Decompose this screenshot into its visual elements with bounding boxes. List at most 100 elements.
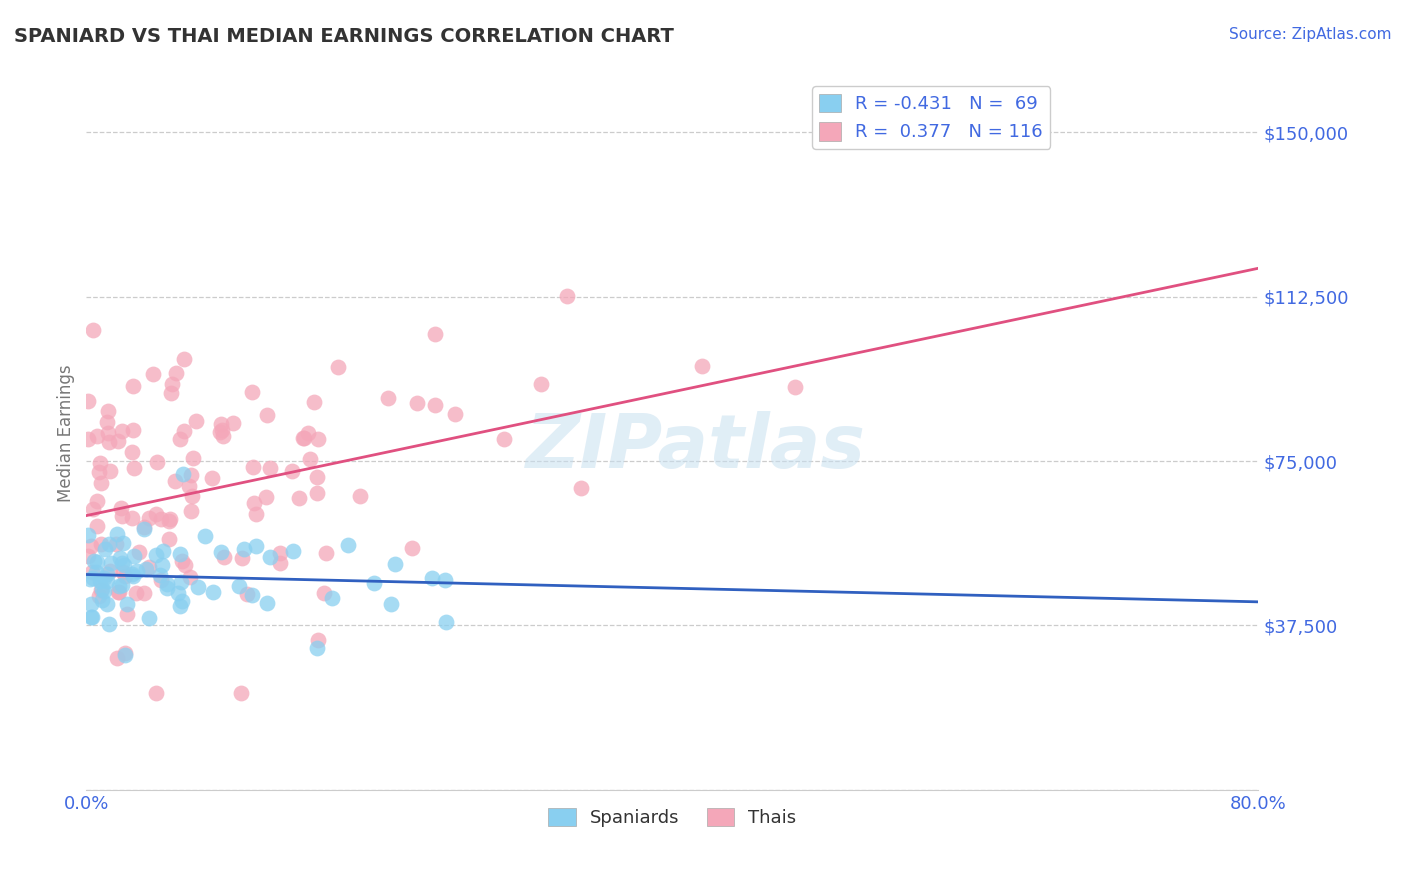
Point	[80, 610, 103, 624]
Point	[111, 424, 134, 438]
Point	[231, 686, 253, 700]
Point	[281, 543, 304, 558]
Point	[86, 494, 108, 508]
Point	[243, 496, 266, 510]
Point	[179, 570, 201, 584]
Point	[530, 377, 553, 392]
Point	[557, 288, 579, 302]
Point	[384, 557, 406, 571]
Point	[86, 555, 108, 569]
Point	[145, 686, 167, 700]
Point	[79, 572, 101, 586]
Point	[112, 536, 135, 550]
Point	[209, 417, 232, 431]
Point	[110, 556, 132, 570]
Point	[423, 398, 446, 412]
Point	[145, 548, 167, 562]
Point	[97, 616, 120, 631]
Point	[82, 323, 104, 337]
Point	[111, 508, 134, 523]
Point	[242, 459, 264, 474]
Point	[89, 456, 111, 470]
Point	[96, 567, 118, 582]
Point	[494, 433, 516, 447]
Point	[122, 378, 145, 392]
Point	[93, 571, 115, 585]
Text: Source: ZipAtlas.com: Source: ZipAtlas.com	[1229, 27, 1392, 42]
Point	[97, 425, 120, 440]
Point	[433, 574, 456, 588]
Point	[321, 591, 343, 606]
Point	[114, 646, 136, 660]
Point	[259, 461, 281, 475]
Point	[181, 451, 204, 466]
Point	[98, 434, 121, 449]
Point	[98, 464, 121, 478]
Point	[108, 585, 131, 599]
Point	[90, 537, 112, 551]
Point	[121, 510, 143, 524]
Point	[100, 556, 122, 570]
Point	[245, 507, 267, 521]
Point	[132, 585, 155, 599]
Point	[179, 479, 201, 493]
Point	[80, 597, 103, 611]
Point	[201, 584, 224, 599]
Point	[307, 640, 329, 655]
Point	[107, 584, 129, 599]
Point	[90, 593, 112, 607]
Point	[193, 529, 215, 543]
Point	[434, 615, 457, 629]
Point	[114, 569, 136, 583]
Point	[242, 588, 264, 602]
Point	[105, 536, 128, 550]
Point	[292, 431, 315, 445]
Point	[100, 564, 122, 578]
Point	[96, 415, 118, 429]
Point	[121, 566, 143, 581]
Point	[326, 360, 349, 375]
Point	[179, 504, 201, 518]
Point	[115, 597, 138, 611]
Point	[186, 414, 208, 428]
Point	[112, 558, 135, 573]
Point	[108, 551, 131, 566]
Point	[209, 545, 232, 559]
Point	[138, 560, 160, 574]
Point	[377, 392, 399, 406]
Point	[211, 429, 233, 443]
Point	[82, 502, 104, 516]
Point	[211, 423, 233, 437]
Point	[256, 596, 278, 610]
Point	[90, 475, 112, 490]
Point	[307, 632, 329, 647]
Point	[157, 514, 180, 528]
Point	[172, 467, 194, 481]
Point	[236, 587, 259, 601]
Point	[82, 610, 104, 624]
Point	[121, 445, 143, 459]
Point	[111, 578, 134, 592]
Point	[297, 425, 319, 440]
Point	[134, 522, 156, 536]
Point	[160, 385, 183, 400]
Point	[281, 464, 304, 478]
Text: SPANIARD VS THAI MEDIAN EARNINGS CORRELATION CHART: SPANIARD VS THAI MEDIAN EARNINGS CORRELA…	[14, 27, 673, 45]
Legend: Spaniards, Thais: Spaniards, Thais	[541, 800, 803, 834]
Point	[304, 395, 326, 409]
Point	[254, 490, 277, 504]
Point	[115, 607, 138, 621]
Point	[169, 547, 191, 561]
Point	[240, 384, 263, 399]
Point	[690, 359, 713, 373]
Point	[125, 586, 148, 600]
Point	[307, 470, 329, 484]
Point	[79, 539, 101, 553]
Point	[150, 558, 173, 572]
Point	[107, 579, 129, 593]
Point	[312, 585, 335, 599]
Point	[96, 597, 118, 611]
Point	[152, 544, 174, 558]
Point	[228, 579, 250, 593]
Point	[122, 423, 145, 437]
